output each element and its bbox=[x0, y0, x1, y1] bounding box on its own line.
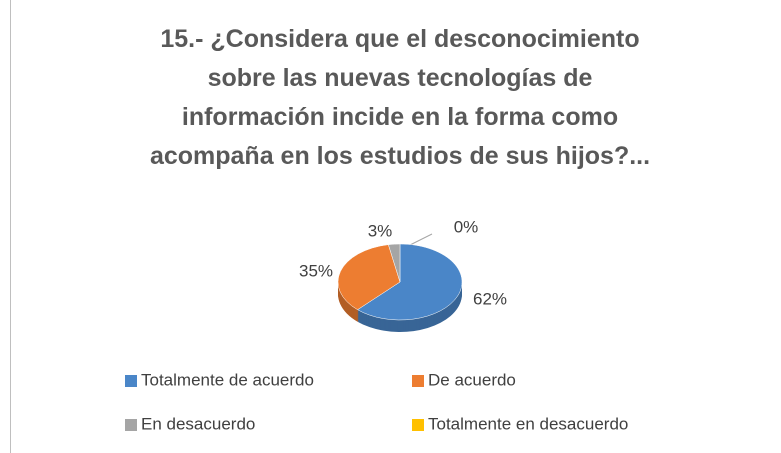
data-label: 35% bbox=[299, 261, 333, 280]
legend-label: Totalmente de acuerdo bbox=[141, 370, 314, 389]
chart-title: 15.- ¿Considera que el desconocimiento s… bbox=[149, 25, 651, 170]
slice bbox=[357, 243, 463, 321]
legend-label: En desacuerdo bbox=[141, 414, 255, 433]
legend-swatch bbox=[125, 419, 137, 431]
legend-label: Totalmente en desacuerdo bbox=[428, 414, 628, 433]
legend-swatch bbox=[412, 419, 424, 431]
slice bbox=[388, 243, 401, 283]
legend-swatch bbox=[125, 375, 137, 387]
slice bbox=[337, 244, 401, 310]
data-label: 0% bbox=[454, 217, 479, 236]
data-label: 62% bbox=[473, 289, 507, 308]
chart-frame bbox=[10, 0, 779, 453]
legend-swatch bbox=[412, 375, 424, 387]
data-label: 3% bbox=[368, 221, 393, 240]
legend-label: De acuerdo bbox=[428, 370, 516, 389]
